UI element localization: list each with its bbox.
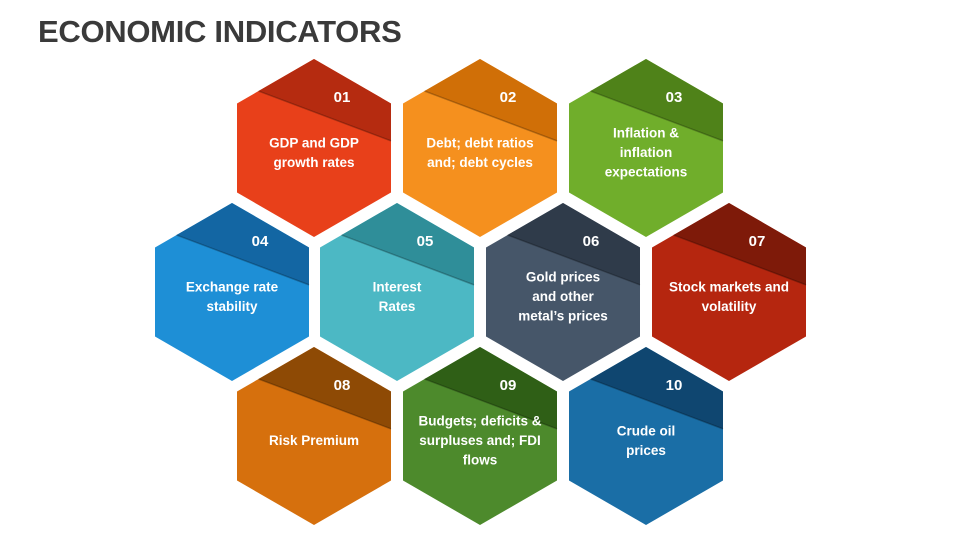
hexagon-number: 05 bbox=[417, 233, 434, 250]
hexagon-band bbox=[341, 203, 474, 285]
hexagon-item-07: 07 Stock markets and volatility bbox=[652, 203, 807, 381]
hexagon-number: 03 bbox=[666, 89, 683, 106]
hexagon-number: 04 bbox=[252, 233, 269, 250]
hexagon-item-08: 08 Risk Premium bbox=[237, 347, 392, 525]
hexagon-item-01: 01 GDP and GDP growth rates bbox=[237, 59, 392, 237]
hexagon-label-line: Debt; debt ratios bbox=[426, 135, 533, 150]
hexagon-band bbox=[590, 59, 723, 141]
hexagon-label-line: Risk Premium bbox=[269, 433, 359, 448]
band-edge-line bbox=[507, 234, 641, 286]
hexagon-band bbox=[258, 59, 391, 141]
hexagon-label-line: Inflation & bbox=[613, 126, 679, 141]
hexagon-label-line: Interest bbox=[373, 279, 422, 294]
band-edge-line bbox=[673, 234, 807, 286]
hexagon-label-line: Crude oil bbox=[617, 423, 676, 438]
hexagon-band bbox=[424, 59, 557, 141]
hexagon-item-03: 03 Inflation & inflation expectations bbox=[569, 59, 724, 237]
band-edge-line bbox=[341, 234, 475, 286]
hexagon-band bbox=[673, 203, 806, 285]
hexagon-label-line: inflation bbox=[620, 145, 673, 160]
hexagon-label-line: stability bbox=[206, 299, 258, 314]
band-edge-line bbox=[258, 378, 392, 430]
hexagon-band bbox=[176, 203, 309, 285]
hexagon-number: 07 bbox=[749, 233, 766, 250]
band-edge-line bbox=[258, 90, 392, 142]
hexagon-label-line: Exchange rate bbox=[186, 279, 279, 294]
hexagon-number: 10 bbox=[666, 377, 683, 394]
hexagon-item-10: 10 Crude oil prices bbox=[569, 347, 724, 525]
hexagon-band bbox=[424, 347, 557, 429]
hexagon-number: 01 bbox=[334, 89, 351, 106]
hexagon-number: 06 bbox=[583, 233, 600, 250]
hexagon-label-line: Budgets; deficits & bbox=[418, 414, 541, 429]
hexagon-number: 08 bbox=[334, 377, 351, 394]
band-edge-line bbox=[590, 90, 724, 142]
hexagon-label-line: Gold prices bbox=[526, 270, 600, 285]
hexagon-item-04: 04 Exchange rate stability bbox=[155, 203, 310, 381]
hexagon-item-05: 05 Interest Rates bbox=[320, 203, 475, 381]
hexagon-label-line: growth rates bbox=[273, 155, 354, 170]
band-edge-line bbox=[590, 378, 724, 430]
hexagon-label-line: prices bbox=[626, 443, 666, 458]
hexagon-label-line: and other bbox=[532, 289, 594, 304]
hexagon-band bbox=[590, 347, 723, 429]
hexagon-label-line: metal’s prices bbox=[518, 309, 608, 324]
hexagon-label-line: flows bbox=[463, 453, 498, 468]
band-edge-line bbox=[424, 378, 558, 430]
hexagon-item-06: 06 Gold prices and other metal’s prices bbox=[486, 203, 641, 381]
page-title: ECONOMIC INDICATORS bbox=[38, 14, 402, 49]
hexagon-band bbox=[258, 347, 391, 429]
hexagon-label-line: and; debt cycles bbox=[427, 155, 533, 170]
hexagon-number: 09 bbox=[500, 377, 517, 394]
hexagon-item-09: 09 Budgets; deficits & surpluses and; FDI f… bbox=[403, 347, 558, 525]
hexagon-label-line: volatility bbox=[702, 299, 757, 314]
hexagon-label-line: Rates bbox=[379, 299, 416, 314]
hexagon-item-02: 02 Debt; debt ratios and; debt cycles bbox=[403, 59, 558, 237]
band-edge-line bbox=[176, 234, 310, 286]
hexagon-label-line: Stock markets and bbox=[669, 279, 789, 294]
band-edge-line bbox=[424, 90, 558, 142]
hexagon-label-line: GDP and GDP bbox=[269, 135, 359, 150]
hexagon-band bbox=[507, 203, 640, 285]
hexagon-label-line: surpluses and; FDI bbox=[419, 433, 541, 448]
hexagon-number: 02 bbox=[500, 89, 517, 106]
hexagon-label-line: expectations bbox=[605, 165, 688, 180]
